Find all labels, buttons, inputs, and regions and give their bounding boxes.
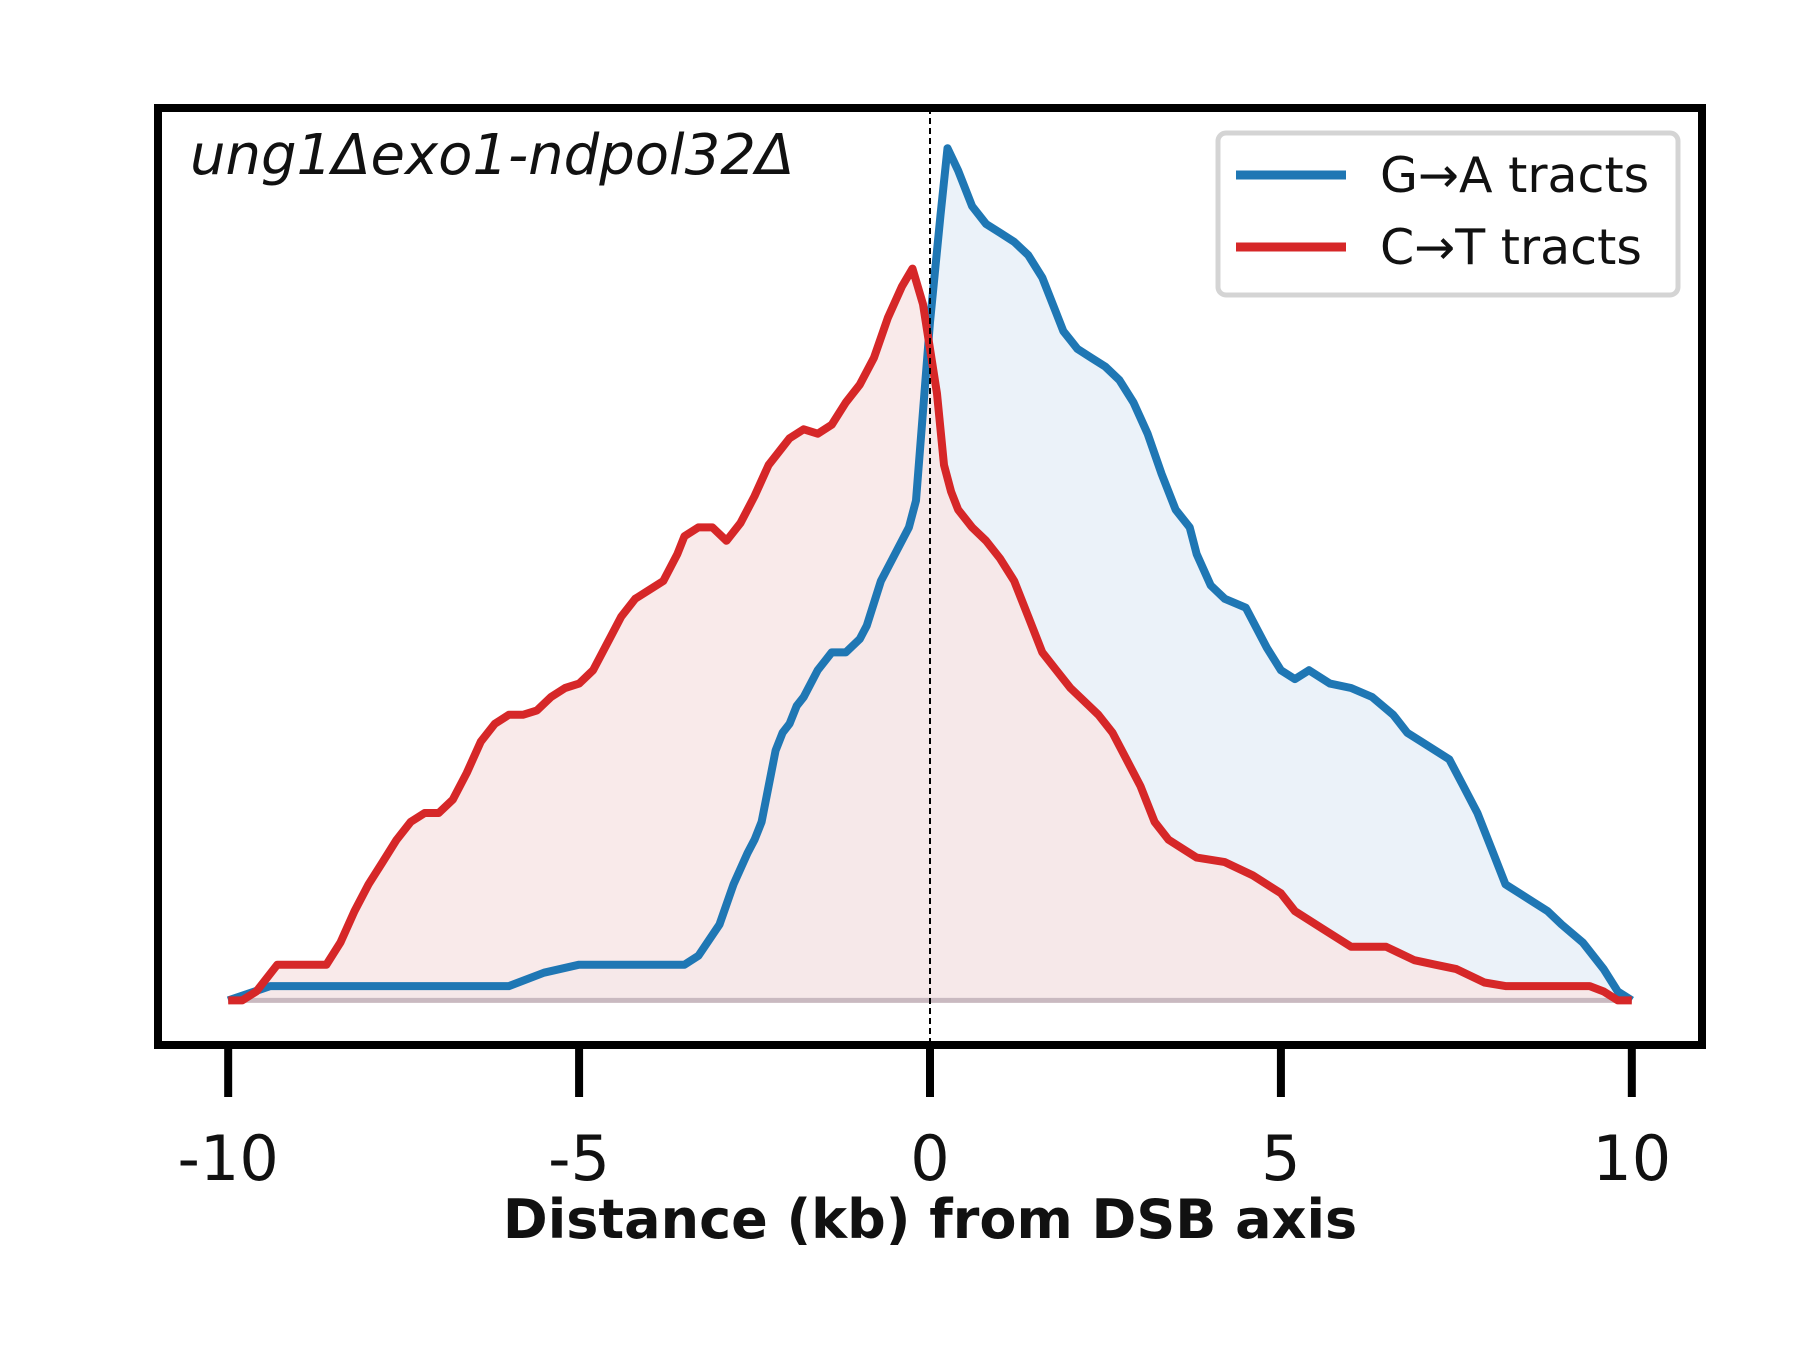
series-fill-1 xyxy=(228,268,1632,1001)
x-axis-ticks: -10 -5 0 5 10 xyxy=(178,1045,1671,1195)
series-lines xyxy=(226,144,1634,1005)
legend-label: C→T tracts xyxy=(1380,219,1642,276)
x-tick-label: 5 xyxy=(1261,1122,1300,1195)
x-tick-label: 0 xyxy=(910,1122,949,1195)
legend: G→A tracts C→T tracts xyxy=(1215,130,1681,298)
x-axis-label: Distance (kb) from DSB axis xyxy=(503,1188,1357,1251)
x-tick-label: 10 xyxy=(1592,1122,1671,1195)
legend-label: G→A tracts xyxy=(1380,147,1649,204)
series-line-1 xyxy=(228,264,1632,1005)
series-line-0 xyxy=(226,144,1634,1005)
x-tick-label: -10 xyxy=(178,1122,279,1195)
genotype-annotation: ung1Δexo1-ndpol32Δ xyxy=(190,123,794,188)
x-tick-label: -5 xyxy=(548,1122,610,1195)
